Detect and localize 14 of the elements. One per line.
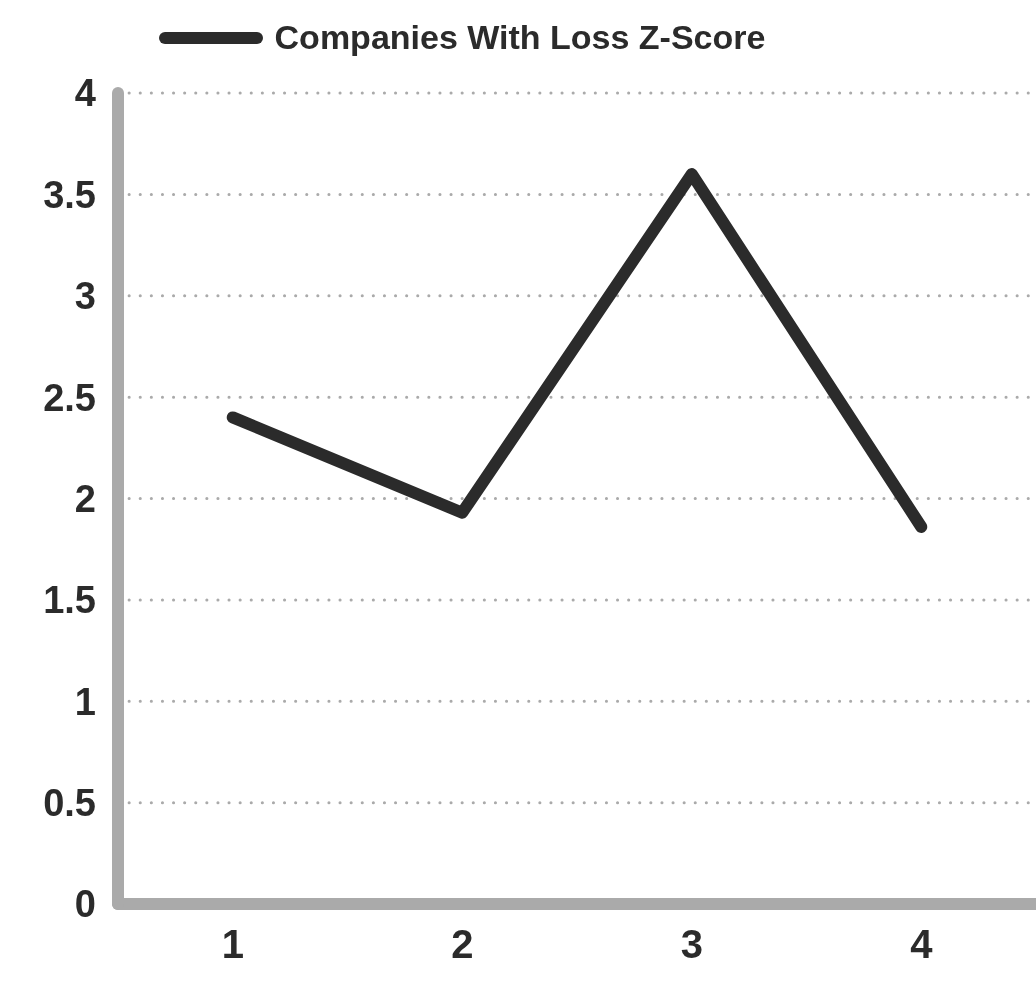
y-tick-label: 2 [74, 477, 96, 520]
y-tick-label: 1.5 [43, 579, 96, 622]
y-tick-label: 1 [74, 680, 96, 723]
x-tick-label: 1 [221, 922, 244, 967]
y-tick-label: 3.5 [43, 173, 96, 216]
x-tick-label: 4 [910, 922, 934, 967]
y-tick-label: 0.5 [43, 782, 96, 825]
y-tick-label: 4 [74, 72, 96, 115]
x-tick-label: 2 [451, 922, 474, 967]
y-tick-label: 2.5 [43, 376, 96, 419]
x-tick-label: 3 [680, 922, 703, 967]
legend-label: Companies With Loss Z-Score [274, 18, 766, 57]
y-tick-label: 3 [74, 275, 96, 318]
y-tick-label: 0 [74, 883, 96, 926]
